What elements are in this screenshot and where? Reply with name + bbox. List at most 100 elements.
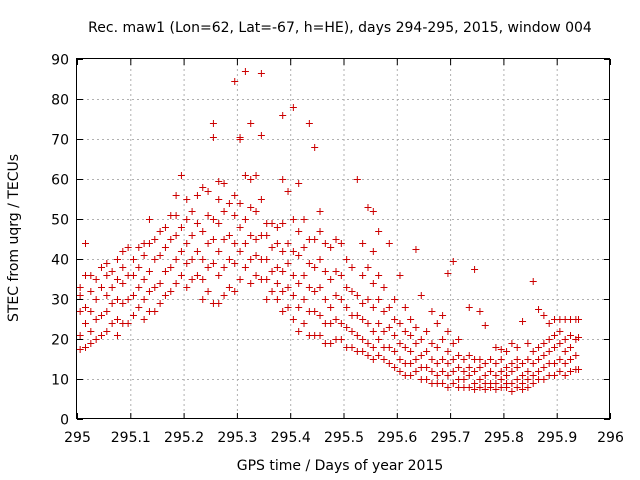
data-point [321,268,329,275]
data-point [209,134,217,141]
data-point [380,308,388,315]
data-point [92,296,100,303]
x-tick-label: 296 [597,430,624,446]
data-point [471,266,479,273]
data-point [305,284,313,291]
x-tick-label: 295.1 [111,430,151,446]
data-point [252,172,260,179]
data-point [561,348,569,355]
data-point [332,268,340,275]
data-point [119,264,127,271]
data-point [391,296,399,303]
data-point [81,240,89,247]
data-point [465,352,473,359]
y-tick-label: 50 [51,213,69,229]
data-point [396,340,404,347]
y-axis-label: STEC from uqrg / TECUs [6,154,22,322]
data-point [508,380,516,387]
data-point [412,324,420,331]
data-point [140,276,148,283]
data-point [209,216,217,223]
data-point [369,304,377,311]
data-point [284,304,292,311]
data-point [97,284,105,291]
data-point [295,228,303,235]
data-point [449,368,457,375]
data-point [575,316,583,323]
data-point [252,272,260,279]
data-point [172,192,180,199]
data-point [428,356,436,363]
data-point [161,244,169,251]
data-point [145,288,153,295]
data-point [556,328,564,335]
data-point [97,332,105,339]
data-point [471,386,479,393]
data-point [193,272,201,279]
data-point [241,216,249,223]
data-point [76,284,84,291]
data-point [327,340,335,347]
data-point [412,368,420,375]
data-point [444,360,452,367]
data-point [151,308,159,315]
data-point [524,384,532,391]
data-point [113,332,121,339]
data-point [508,340,516,347]
data-point [311,236,319,243]
data-point [380,284,388,291]
data-point [199,184,207,191]
data-point [113,316,121,323]
data-point [199,276,207,283]
data-point [428,340,436,347]
data-point [492,372,500,379]
data-point [316,256,324,263]
data-point [119,248,127,255]
data-point [476,308,484,315]
data-point [545,336,553,343]
data-point [273,224,281,231]
data-point [129,292,137,299]
data-point [348,288,356,295]
data-point [305,120,313,127]
data-point [343,324,351,331]
x-axis-label: GPS time / Days of year 2015 [237,458,444,474]
data-point [444,270,452,277]
y-tick-label: 60 [51,173,69,189]
data-point [300,320,308,327]
data-point [535,344,543,351]
data-point [433,360,441,367]
data-point [215,196,223,203]
data-point [279,112,287,119]
data-point [348,344,356,351]
data-point [401,304,409,311]
data-point [241,172,249,179]
data-point [364,264,372,271]
data-point [497,368,505,375]
data-point [156,228,164,235]
data-point [87,288,95,295]
data-point [572,352,580,359]
data-point [103,272,111,279]
data-point [364,296,372,303]
data-point [151,256,159,263]
data-point [279,308,287,315]
data-point [103,308,111,315]
data-point [540,352,548,359]
data-point [359,336,367,343]
data-point [172,232,180,239]
data-point [423,328,431,335]
data-point [119,300,127,307]
data-point [300,244,308,251]
data-point [348,264,356,271]
data-point [279,220,287,227]
data-point [375,320,383,327]
data-point [263,232,271,239]
data-point [396,320,404,327]
data-point [209,236,217,243]
data-point [183,196,191,203]
data-point [135,304,143,311]
data-point [487,368,495,375]
data-point [231,288,239,295]
data-point [119,280,127,287]
